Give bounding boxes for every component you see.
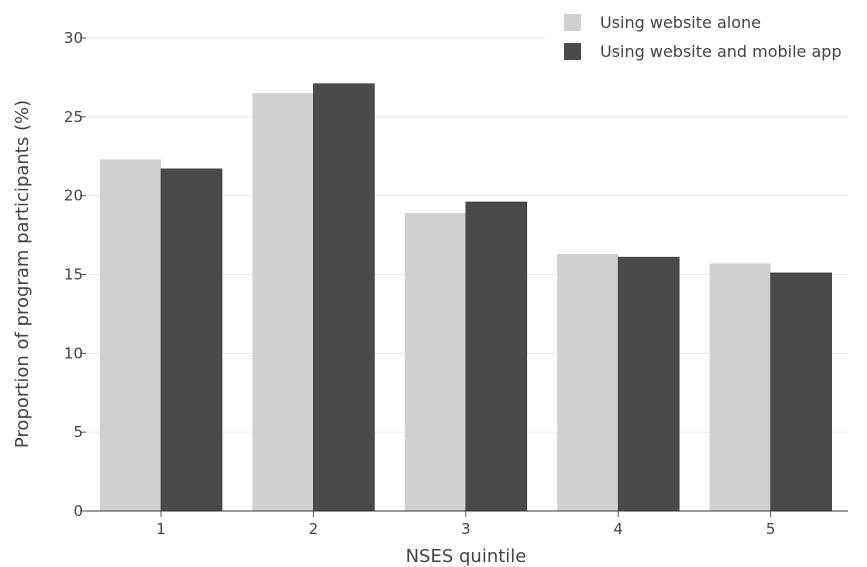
bar-website-and-app-q5 (770, 272, 832, 512)
y-tick-label: 15 (64, 266, 83, 284)
x-tick-label: 3 (461, 520, 471, 538)
y-tick-label: 0 (73, 502, 83, 520)
x-tick-label: 4 (613, 520, 623, 538)
x-tick-labels: 1 2 3 4 5 (156, 511, 775, 538)
bar-website-alone-q3 (404, 213, 466, 511)
y-tick-label: 30 (64, 29, 83, 47)
y-tick-labels: 0 5 10 15 20 25 30 (64, 29, 86, 520)
y-tick-label: 25 (64, 108, 83, 126)
y-tick-label: 20 (64, 187, 83, 205)
bars (100, 83, 832, 512)
bar-website-and-app-q1 (160, 168, 223, 512)
bar-website-and-app-q4 (617, 256, 680, 512)
x-tick-label: 1 (156, 520, 166, 538)
bar-website-alone-q2 (252, 93, 314, 511)
y-axis-title: Proportion of program participants (%) (12, 100, 33, 448)
x-tick-label: 5 (766, 520, 776, 538)
bar-website-alone-q5 (709, 263, 771, 511)
y-tick-label: 10 (64, 344, 83, 362)
y-tick-label: 5 (73, 423, 83, 441)
bar-website-alone-q1 (100, 159, 161, 512)
bar-website-and-app-q3 (465, 201, 528, 512)
legend-swatch-website-alone (564, 14, 581, 31)
legend-label-website-and-app: Using website and mobile app (600, 42, 842, 61)
legend-swatch-website-and-app (564, 43, 581, 60)
bar-website-alone-q4 (557, 254, 619, 511)
x-tick-label: 2 (309, 520, 319, 538)
legend: Using website alone Using website and mo… (545, 8, 867, 66)
x-axis-title: NSES quintile (406, 546, 527, 567)
bar-website-and-app-q2 (313, 83, 375, 512)
legend-label-website-alone: Using website alone (600, 13, 761, 32)
legend-background (545, 8, 867, 66)
